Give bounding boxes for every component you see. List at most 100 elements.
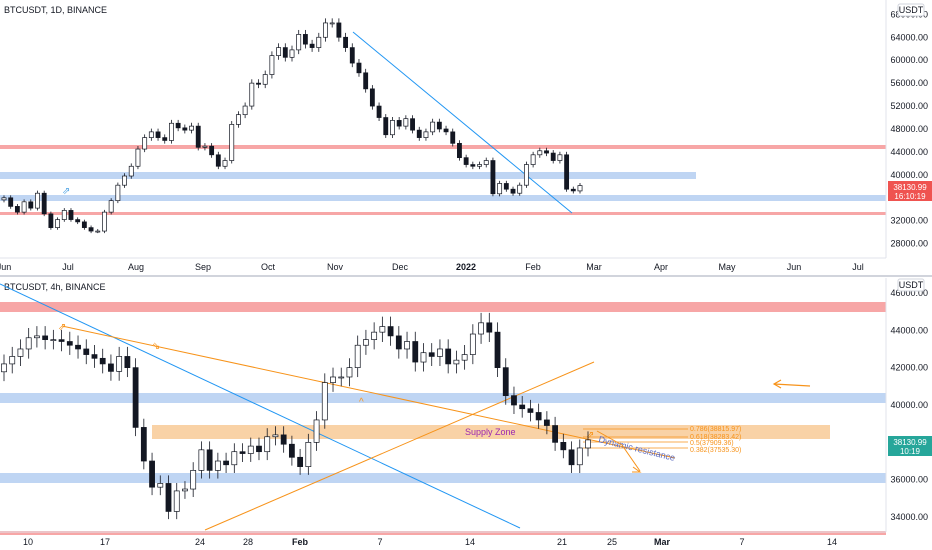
price-tick-label: 40000.00 <box>890 400 928 410</box>
candle-body <box>276 47 282 56</box>
candle-body <box>410 118 415 131</box>
time-tick-label: 25 <box>607 537 617 547</box>
candle-body <box>149 460 155 488</box>
candle-body <box>75 344 81 350</box>
candle-body <box>497 183 503 195</box>
candle-body <box>477 164 482 167</box>
orange-marker-1: ⇗ <box>58 322 66 333</box>
candle-body <box>302 34 308 45</box>
time-tick-label: Feb <box>292 537 309 547</box>
candle-body <box>313 419 320 443</box>
candle-body <box>564 154 570 190</box>
candle-body <box>229 124 235 161</box>
candle-body <box>486 322 493 333</box>
candle-body <box>68 210 74 220</box>
candle-body <box>34 335 40 339</box>
supply-zone-label: Supply Zone <box>465 427 516 437</box>
price-tick-label: 60000.00 <box>890 55 928 65</box>
candle-body <box>568 449 575 466</box>
candle-body <box>288 443 295 458</box>
candle-body <box>469 333 476 355</box>
price-tick-label: 42000.00 <box>890 363 928 373</box>
candle-body <box>430 121 436 133</box>
candle-body <box>41 192 47 215</box>
candle-body <box>198 449 205 471</box>
four-hour-last-price-tag <box>888 436 932 456</box>
candle-body <box>175 122 181 129</box>
candle-body <box>423 131 429 138</box>
candle-body <box>35 192 40 209</box>
candle-body <box>363 72 369 90</box>
four-hour-currency-badge[interactable] <box>897 278 925 292</box>
time-tick-label: 24 <box>195 537 205 547</box>
candle-body <box>354 344 361 368</box>
candle-body <box>330 376 336 383</box>
candle-body <box>544 150 549 154</box>
daily-chart-panel[interactable]: BTCUSDT, 1D, BINANCE ⇗ 68000.0064000.006… <box>0 0 932 275</box>
price-tick-label: 44000.00 <box>890 325 928 335</box>
candle-body <box>14 206 20 213</box>
candle-body <box>142 137 148 150</box>
price-tick-label: 56000.00 <box>890 78 928 88</box>
candle-body <box>428 352 435 357</box>
candle-body <box>272 434 279 438</box>
daily-currency-badge[interactable] <box>897 3 925 17</box>
four-hour-time-axis[interactable]: 10 17 24 28 Feb 7 14 21 25 Mar 7 14 <box>23 537 837 547</box>
ascending-trendline <box>204 361 595 531</box>
four-hour-chart-title: BTCUSDT, 4h, BINANCE <box>4 282 106 292</box>
candle-body <box>209 145 215 156</box>
four-hour-last-price: 38130.99 <box>893 438 927 447</box>
time-tick-label: Sep <box>195 262 211 272</box>
time-tick-label: 14 <box>827 537 837 547</box>
price-tick-label: 40000.00 <box>890 170 928 180</box>
candle-body <box>363 339 369 346</box>
candle-body <box>8 197 14 207</box>
left-arrow-head <box>772 379 782 389</box>
daily-currency-label: USDT <box>899 5 924 15</box>
candle-body <box>239 451 246 454</box>
candle-body <box>42 335 49 340</box>
time-tick-label: Jun <box>787 262 802 272</box>
candle-body <box>165 483 172 512</box>
candle-body <box>124 356 131 368</box>
candle-body <box>81 221 87 228</box>
candle-body <box>242 105 248 116</box>
candle-body <box>511 395 517 406</box>
candle-body <box>108 200 114 213</box>
candle-body <box>249 82 255 107</box>
candle-body <box>17 348 24 357</box>
candle-body <box>404 341 410 350</box>
fib-level-0382: 0.382(37535.30) <box>690 447 741 454</box>
candle-body <box>336 22 342 38</box>
time-tick-label: Nov <box>327 262 344 272</box>
price-tick-label: 64000.00 <box>890 32 928 42</box>
four-hour-support-zone-lower <box>0 473 886 483</box>
four-hour-bottom-line <box>0 531 886 535</box>
candle-body <box>222 160 228 167</box>
daily-time-axis[interactable]: Jun Jul Aug Sep Oct Nov Dec 2022 Feb Mar Apr May Jun… <box>0 262 864 272</box>
candle-body <box>338 376 345 379</box>
candle-body <box>9 356 16 365</box>
candle-body <box>387 326 394 337</box>
candle-body <box>369 88 375 107</box>
four-hour-chart-panel[interactable]: BTCUSDT, 4h, BINANCE Supply Zone 0.786(3… <box>0 278 932 547</box>
candle-body <box>95 230 101 233</box>
price-tick-label: 36000.00 <box>890 475 928 485</box>
candle-body <box>155 131 161 138</box>
candle-body <box>108 363 114 372</box>
candle-body <box>494 331 501 368</box>
time-tick-label: 28 <box>243 537 253 547</box>
four-hour-price-axis[interactable]: 46000.0044000.0042000.0040000.0038000.00… <box>890 288 928 522</box>
candle-body <box>557 154 563 161</box>
candle-body <box>577 185 583 192</box>
candle-body <box>305 442 312 467</box>
candle-body <box>585 439 591 449</box>
fib-level-0618: 0.618(38283.42) <box>690 434 741 441</box>
candle-body <box>25 337 32 350</box>
time-tick-label: 10 <box>23 537 33 547</box>
daily-descending-trendline <box>352 31 573 214</box>
candle-body <box>132 367 139 428</box>
candle-body <box>461 354 468 361</box>
candle-body <box>321 382 328 421</box>
